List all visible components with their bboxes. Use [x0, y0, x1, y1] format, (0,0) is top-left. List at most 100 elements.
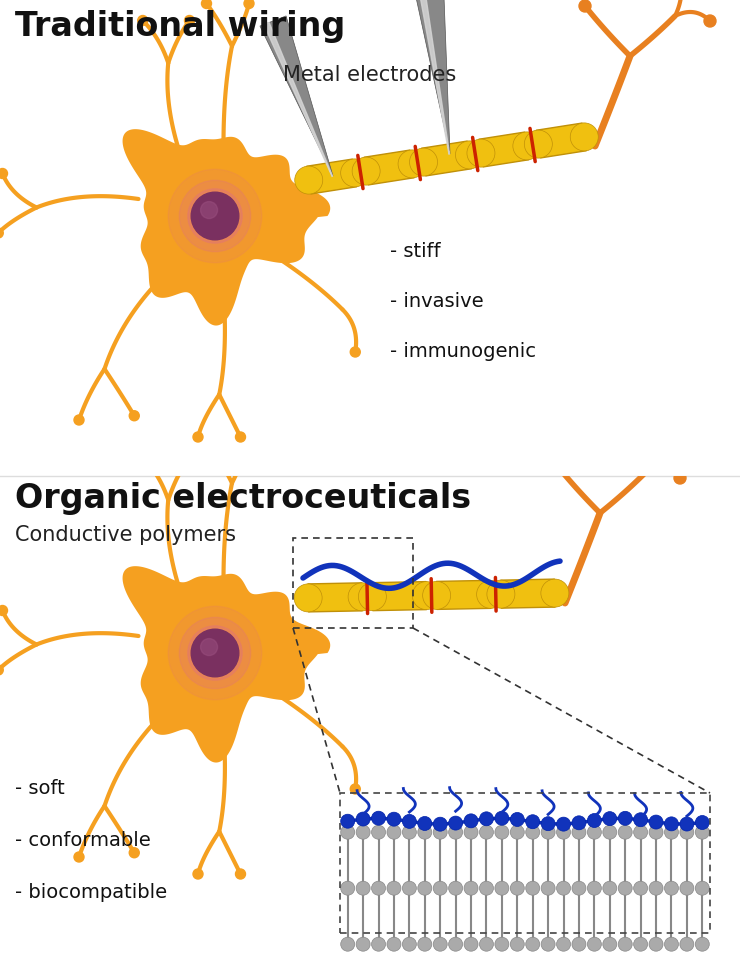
Circle shape [0, 229, 3, 239]
Polygon shape [123, 130, 330, 326]
Circle shape [464, 814, 478, 828]
Circle shape [618, 882, 632, 895]
Circle shape [644, 422, 656, 435]
Circle shape [448, 882, 462, 895]
Circle shape [556, 882, 571, 895]
Circle shape [356, 882, 370, 895]
Circle shape [680, 882, 694, 895]
Circle shape [130, 848, 139, 858]
Polygon shape [536, 124, 586, 159]
Circle shape [448, 825, 462, 840]
Text: Conductive polymers: Conductive polymers [15, 524, 236, 544]
Text: - conformable: - conformable [15, 830, 151, 849]
Circle shape [480, 825, 494, 840]
Circle shape [588, 814, 602, 827]
Circle shape [556, 825, 571, 840]
Circle shape [464, 937, 478, 951]
Circle shape [244, 0, 254, 10]
Circle shape [680, 937, 694, 951]
Circle shape [244, 436, 254, 446]
Circle shape [588, 937, 602, 951]
Circle shape [193, 869, 203, 879]
Circle shape [696, 816, 710, 830]
Circle shape [572, 825, 586, 840]
Circle shape [340, 815, 354, 828]
Circle shape [603, 825, 617, 840]
Circle shape [433, 825, 447, 840]
Circle shape [138, 453, 148, 463]
Circle shape [168, 607, 262, 700]
Circle shape [201, 436, 212, 446]
Circle shape [403, 882, 417, 895]
Circle shape [371, 882, 386, 895]
Circle shape [340, 160, 369, 188]
Circle shape [74, 416, 84, 426]
Circle shape [513, 132, 541, 161]
Circle shape [0, 606, 7, 616]
Circle shape [480, 812, 494, 826]
Text: - soft: - soft [15, 779, 65, 797]
Circle shape [649, 937, 663, 951]
Circle shape [352, 158, 380, 186]
Circle shape [418, 825, 432, 840]
Circle shape [201, 639, 218, 656]
Circle shape [618, 811, 632, 825]
Circle shape [649, 815, 663, 829]
Circle shape [495, 825, 509, 840]
Circle shape [398, 151, 426, 179]
Circle shape [549, 457, 561, 470]
Circle shape [448, 937, 462, 951]
Polygon shape [372, 582, 427, 611]
Polygon shape [364, 151, 414, 186]
Circle shape [387, 882, 401, 895]
Circle shape [495, 882, 509, 895]
Circle shape [633, 825, 648, 840]
Polygon shape [306, 160, 357, 194]
Circle shape [0, 665, 3, 676]
Circle shape [130, 412, 139, 421]
Circle shape [184, 453, 195, 463]
Circle shape [541, 937, 555, 951]
Polygon shape [416, 0, 450, 154]
Circle shape [455, 142, 483, 170]
Circle shape [665, 825, 679, 840]
Circle shape [409, 149, 437, 177]
Circle shape [403, 937, 417, 951]
Text: Traditional wiring: Traditional wiring [15, 10, 346, 43]
Circle shape [511, 825, 525, 840]
Circle shape [356, 812, 370, 826]
Circle shape [541, 817, 555, 831]
Circle shape [448, 816, 462, 830]
Circle shape [571, 124, 598, 152]
Polygon shape [437, 580, 491, 610]
Circle shape [579, 1, 591, 13]
Circle shape [0, 170, 7, 179]
Circle shape [495, 937, 509, 951]
Circle shape [74, 852, 84, 862]
Circle shape [348, 583, 376, 611]
Circle shape [340, 937, 354, 951]
Circle shape [418, 882, 432, 895]
Circle shape [680, 825, 694, 840]
Polygon shape [420, 0, 449, 155]
Circle shape [541, 825, 555, 840]
Circle shape [184, 16, 195, 27]
Circle shape [665, 882, 679, 895]
Circle shape [556, 937, 571, 951]
Circle shape [358, 583, 386, 611]
Circle shape [525, 131, 552, 159]
Circle shape [618, 937, 632, 951]
Circle shape [464, 825, 478, 840]
Polygon shape [479, 132, 529, 168]
Circle shape [433, 937, 447, 951]
Circle shape [356, 937, 370, 951]
Circle shape [371, 825, 386, 840]
Circle shape [572, 816, 586, 830]
Text: Metal electrodes: Metal electrodes [283, 65, 457, 85]
Circle shape [191, 193, 239, 240]
Circle shape [618, 825, 632, 840]
Circle shape [665, 937, 679, 951]
Circle shape [633, 882, 648, 895]
Polygon shape [260, 17, 333, 177]
Circle shape [525, 937, 539, 951]
